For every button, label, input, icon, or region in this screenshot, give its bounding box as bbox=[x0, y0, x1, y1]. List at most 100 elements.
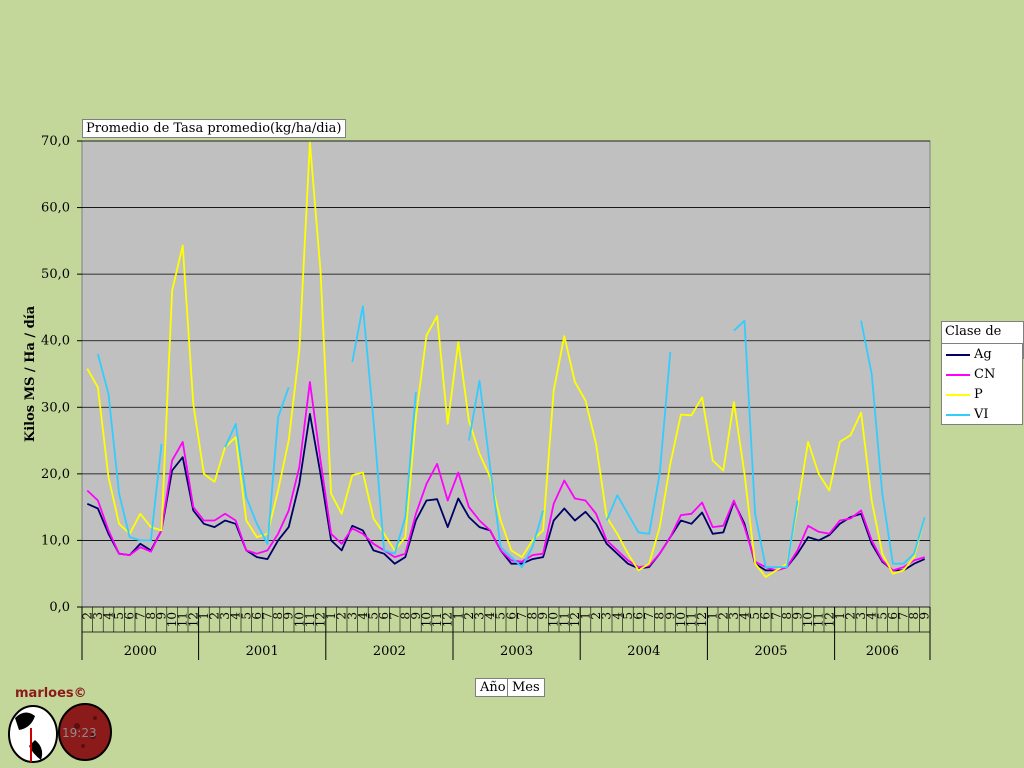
x-tick-label-year: 2002 bbox=[373, 644, 406, 659]
legend-item-vi: VI bbox=[946, 408, 989, 422]
x-tick-label-year: 2003 bbox=[500, 644, 533, 659]
legend-label-ag: Ag bbox=[974, 347, 992, 362]
x-tick-label-month: 1 bbox=[197, 612, 211, 620]
legend-swatch-cn bbox=[946, 373, 970, 376]
y-tick-label: 70,0 bbox=[41, 134, 70, 149]
y-tick-label: 40,0 bbox=[41, 334, 70, 349]
x-tick-label-month: 1 bbox=[451, 612, 465, 620]
x-tick-label-month: 3 bbox=[218, 612, 232, 620]
x-tick-label-month: 11 bbox=[812, 612, 826, 627]
x-tick-label-month: 9 bbox=[409, 612, 423, 620]
x-tick-label-month: 8 bbox=[653, 612, 667, 620]
x-tick-label-month: 9 bbox=[663, 612, 677, 620]
x-tick-label-month: 8 bbox=[271, 612, 285, 620]
x-tick-label-month: 11 bbox=[430, 612, 444, 627]
x-tick-label-month: 5 bbox=[239, 612, 253, 620]
x-tick-label-month: 11 bbox=[557, 612, 571, 627]
chart-title: Promedio de Tasa promedio(kg/ha/dia) bbox=[82, 119, 346, 138]
x-tick-label-month: 2 bbox=[208, 612, 222, 620]
x-tick-label-month: 5 bbox=[494, 612, 508, 620]
x-tick-label-month: 3 bbox=[91, 612, 105, 620]
x-tick-label-month: 7 bbox=[515, 612, 529, 620]
x-tick-label-month: 10 bbox=[801, 612, 815, 627]
legend: Ag CN P VI bbox=[941, 343, 1023, 425]
x-tick-label-month: 5 bbox=[875, 612, 889, 620]
x-tick-label-month: 12 bbox=[186, 612, 200, 627]
x-tick-label-month: 4 bbox=[102, 612, 116, 620]
x-tick-label-month: 3 bbox=[345, 612, 359, 620]
y-tick-label: 20,0 bbox=[41, 467, 70, 482]
x-tick-label-month: 2 bbox=[335, 612, 349, 620]
legend-label-p: P bbox=[974, 387, 983, 402]
x-tick-label-month: 9 bbox=[282, 612, 296, 620]
x-tick-label-month: 4 bbox=[738, 612, 752, 620]
x-tick-label-month: 8 bbox=[907, 612, 921, 620]
x-tick-label-month: 4 bbox=[610, 612, 624, 620]
x-tick-label-month: 11 bbox=[303, 612, 317, 627]
x-tick-label-month: 10 bbox=[165, 612, 179, 627]
legend-item-ag: Ag bbox=[946, 348, 992, 362]
x-tick-label-month: 1 bbox=[833, 612, 847, 620]
x-tick-label-month: 7 bbox=[642, 612, 656, 620]
field-button-month[interactable]: Mes bbox=[507, 678, 545, 697]
x-tick-label-month: 12 bbox=[441, 612, 455, 627]
x-tick-label-year: 2004 bbox=[627, 644, 660, 659]
y-tick-label: 0,0 bbox=[49, 600, 70, 615]
x-tick-label-month: 5 bbox=[367, 612, 381, 620]
x-tick-label-month: 10 bbox=[420, 612, 434, 627]
x-tick-label-month: 3 bbox=[473, 612, 487, 620]
x-tick-label-month: 4 bbox=[229, 612, 243, 620]
legend-swatch-p bbox=[946, 393, 970, 396]
x-tick-label-month: 1 bbox=[706, 612, 720, 620]
logo-text: marloes© bbox=[15, 686, 87, 701]
x-tick-label-month: 7 bbox=[897, 612, 911, 620]
legend-swatch-ag bbox=[946, 353, 970, 356]
x-tick-label-year: 2005 bbox=[754, 644, 787, 659]
y-tick-label: 50,0 bbox=[41, 267, 70, 282]
x-tick-label-month: 1 bbox=[324, 612, 338, 620]
x-tick-label-month: 3 bbox=[854, 612, 868, 620]
x-tick-label-month: 5 bbox=[112, 612, 126, 620]
x-tick-label-month: 7 bbox=[388, 612, 402, 620]
y-tick-label: 60,0 bbox=[41, 201, 70, 216]
y-axis-label: Kilos MS / Ha / día bbox=[23, 305, 38, 442]
field-button-year[interactable]: Año bbox=[475, 678, 511, 697]
series-line-p bbox=[86, 141, 926, 578]
x-tick-label-month: 7 bbox=[261, 612, 275, 620]
x-tick-label-month: 6 bbox=[886, 612, 900, 620]
x-tick-label-month: 3 bbox=[727, 612, 741, 620]
x-tick-label-month: 11 bbox=[685, 612, 699, 627]
x-tick-label-month: 8 bbox=[780, 612, 794, 620]
x-tick-label-year: 2001 bbox=[246, 644, 279, 659]
x-tick-label-month: 2 bbox=[589, 612, 603, 620]
clock-text: 19:23 bbox=[62, 726, 97, 740]
x-tick-label-month: 1 bbox=[579, 612, 593, 620]
x-tick-label-month: 3 bbox=[600, 612, 614, 620]
legend-swatch-vi bbox=[946, 413, 970, 416]
x-tick-label-month: 9 bbox=[791, 612, 805, 620]
x-tick-label-month: 10 bbox=[292, 612, 306, 627]
x-tick-label-month: 6 bbox=[504, 612, 518, 620]
legend-item-cn: CN bbox=[946, 368, 995, 382]
x-tick-label-month: 9 bbox=[155, 612, 169, 620]
legend-label-cn: CN bbox=[974, 367, 996, 382]
y-tick-label: 10,0 bbox=[41, 533, 70, 548]
x-tick-label-month: 6 bbox=[632, 612, 646, 620]
x-tick-label-month: 4 bbox=[865, 612, 879, 620]
x-tick-label-month: 4 bbox=[356, 612, 370, 620]
x-tick-label-year: 2000 bbox=[124, 644, 157, 659]
x-tick-label-month: 9 bbox=[536, 612, 550, 620]
x-tick-label-month: 2 bbox=[80, 612, 94, 620]
y-tick-label: 30,0 bbox=[41, 400, 70, 415]
x-tick-label-month: 4 bbox=[483, 612, 497, 620]
x-tick-label-month: 12 bbox=[822, 612, 836, 627]
x-tick-label-month: 10 bbox=[547, 612, 561, 627]
x-tick-label-month: 5 bbox=[621, 612, 635, 620]
series-line-vi bbox=[97, 305, 926, 568]
x-tick-label-month: 2 bbox=[844, 612, 858, 620]
x-tick-label-month: 2 bbox=[462, 612, 476, 620]
x-tick-label-month: 6 bbox=[759, 612, 773, 620]
plot-area bbox=[81, 140, 931, 608]
x-tick-label-month: 10 bbox=[674, 612, 688, 627]
x-tick-label-month: 12 bbox=[568, 612, 582, 627]
